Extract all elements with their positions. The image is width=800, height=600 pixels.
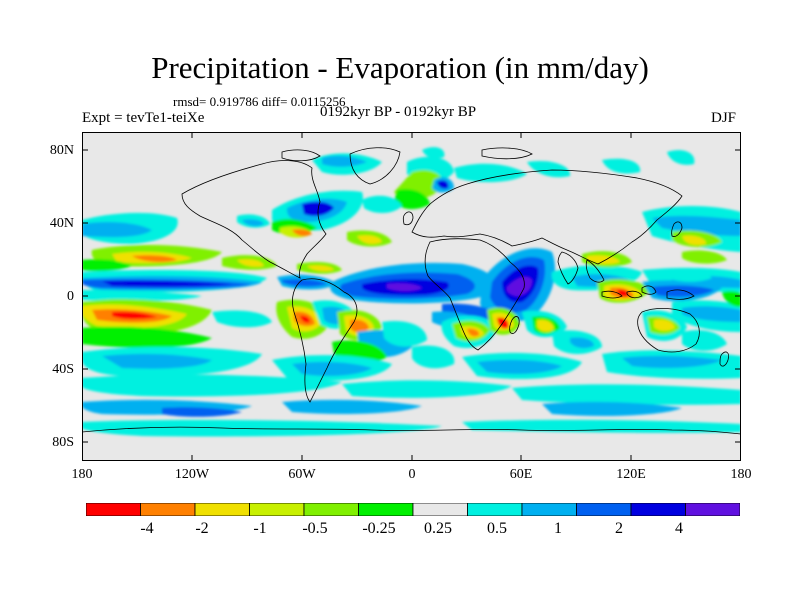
colorbar-swatch [86,503,141,516]
colorbar [86,503,740,516]
x-tick-label: 120E [616,467,646,482]
colorbar-swatch [303,503,359,516]
field-patches [82,147,741,437]
x-tick-label: 60E [509,467,533,482]
x-tick-label: 0 [408,467,416,482]
colorbar-swatch [521,503,577,516]
colorbar-swatch [140,503,196,516]
colorbar-label: -0.5 [302,520,328,537]
colorbar-label: -4 [140,520,154,537]
colorbar-swatch [412,503,468,516]
x-tick-label: 60W [288,467,316,482]
colorbar-swatch [358,503,414,516]
colorbar-label: 1 [554,520,562,537]
colorbar-label: -0.25 [362,520,396,537]
colorbar-label: 4 [675,520,683,537]
colorbar-swatch [249,503,305,516]
season-label: DJF [711,110,737,126]
x-tick-label: 180 [730,467,752,482]
period-label: 0192kyr BP - 0192kyr BP [320,104,477,120]
colorbar-swatch [685,503,740,516]
y-tick-label: 0 [67,289,74,304]
world-map [82,132,741,461]
chart-title: Precipitation - Evaporation (in mm/day) [151,50,649,85]
coastlines [82,147,741,435]
colorbar-label: 0.25 [424,520,452,537]
colorbar-label: 2 [615,520,623,537]
axis-ticks [82,132,741,461]
x-tick-label: 120W [174,467,210,482]
colorbar-label: -2 [195,520,209,537]
colorbar-label: 0.5 [487,520,507,537]
colorbar-swatch [467,503,523,516]
y-tick-label: 40S [52,362,74,377]
colorbar-swatch [194,503,250,516]
colorbar-swatch [630,503,686,516]
colorbar-label: -1 [253,520,267,537]
y-tick-label: 40N [49,216,74,231]
y-tick-label: 80S [52,435,74,450]
stats-subtitle: rmsd= 0.919786 diff= 0.0115256 [173,94,346,109]
colorbar-swatch [576,503,632,516]
experiment-label: Expt = tevTe1-teiXe [82,110,205,126]
x-tick-label: 180 [71,467,93,482]
y-tick-label: 80N [49,143,74,158]
